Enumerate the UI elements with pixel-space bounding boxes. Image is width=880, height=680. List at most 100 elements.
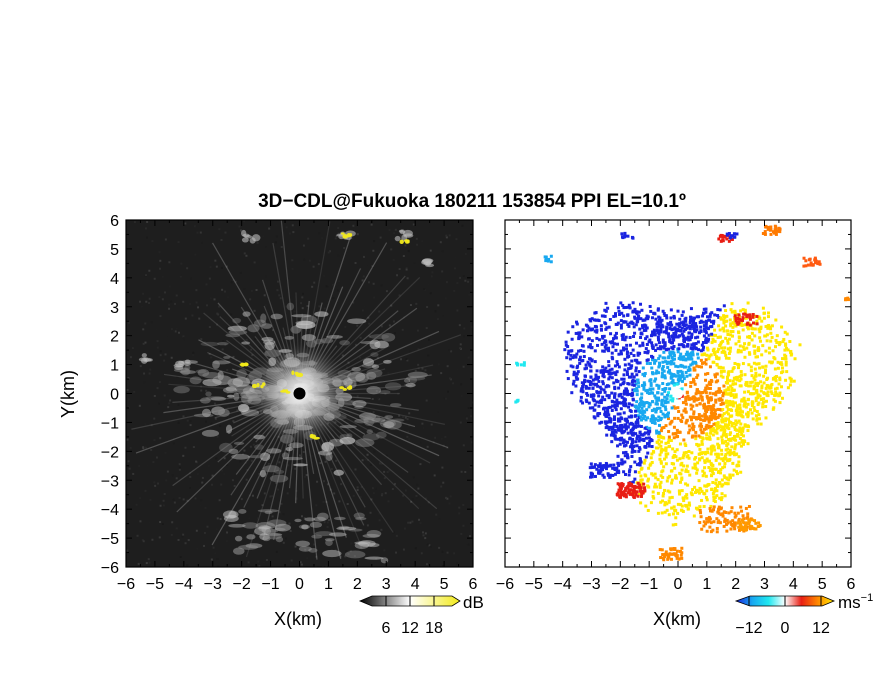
velocity-pixel (610, 408, 614, 412)
velocity-pixel (773, 376, 777, 380)
noise-pixel (287, 321, 290, 324)
velocity-pixel (630, 321, 634, 325)
velocity-pixel (661, 404, 665, 408)
velocity-pixel (667, 417, 671, 421)
velocity-pixel (619, 326, 623, 330)
velocity-pixel (631, 433, 635, 437)
velocity-pixel (724, 401, 728, 405)
velocity-pixel (659, 429, 663, 433)
noise-pixel (356, 324, 359, 327)
velocity-pixel (713, 415, 717, 419)
noise-pixel (220, 238, 223, 241)
velocity-pixel (658, 345, 662, 349)
velocity-patch-pixel (677, 557, 681, 561)
velocity-pixel (679, 418, 683, 422)
noise-pixel (178, 496, 181, 499)
velocity-pixel (709, 431, 713, 435)
velocity-pixel (659, 460, 663, 464)
velocity-patch-pixel (675, 549, 679, 553)
velocity-pixel (673, 476, 677, 480)
noise-pixel (227, 296, 230, 299)
velocity-pixel (669, 376, 673, 380)
velocity-patch-pixel (733, 527, 737, 531)
velocity-pixel (667, 513, 671, 517)
velocity-pixel (732, 376, 736, 380)
noise-pixel (137, 562, 140, 565)
velocity-pixel (615, 401, 619, 405)
velocity-pixel (713, 313, 717, 317)
velocity-pixel (639, 433, 643, 437)
velocity-pixel (640, 308, 644, 312)
velocity-pixel (712, 333, 716, 337)
noise-pixel (404, 416, 407, 419)
velocity-pixel (762, 381, 766, 385)
noise-pixel (359, 495, 362, 498)
velocity-pixel (652, 407, 656, 411)
velocity-pixel (586, 393, 590, 397)
velocity-pixel (656, 446, 660, 450)
velocity-pixel (630, 450, 634, 454)
velocity-pixel (616, 419, 620, 423)
noise-pixel (158, 267, 161, 270)
noise-pixel (194, 497, 197, 500)
noise-pixel (409, 521, 412, 524)
velocity-pixel (711, 492, 715, 496)
echo-cell (261, 323, 273, 329)
velocity-patch-pixel (643, 486, 647, 490)
velocity-pixel (728, 476, 732, 480)
velocity-pixel (681, 310, 685, 314)
velocity-pixel (596, 384, 600, 388)
velocity-pixel (754, 371, 758, 375)
velocity-pixel (640, 403, 644, 407)
noise-pixel (398, 268, 401, 271)
velocity-pixel (611, 404, 615, 408)
velocity-pixel (701, 469, 705, 473)
velocity-pixel (705, 436, 709, 440)
velocity-pixel (718, 335, 722, 339)
velocity-patch-pixel (843, 298, 847, 302)
velocity-pixel (654, 377, 658, 381)
velocity-pixel (665, 508, 669, 512)
velocity-pixel (766, 394, 770, 398)
velocity-pixel (655, 399, 659, 403)
velocity-patch-pixel (588, 475, 592, 479)
velocity-pixel (773, 367, 777, 371)
velocity-pixel (659, 409, 663, 413)
noise-pixel (427, 283, 430, 286)
velocity-pixel (591, 378, 595, 382)
noise-pixel (330, 291, 333, 294)
velocity-pixel (677, 489, 681, 493)
velocity-patch-pixel (628, 488, 632, 492)
velocity-pixel (732, 388, 736, 392)
velocity-pixel (633, 460, 637, 464)
velocity-pixel (657, 384, 661, 388)
velocity-pixel (717, 397, 721, 401)
noise-pixel (335, 498, 338, 501)
velocity-patch-pixel (741, 520, 745, 524)
velocity-patch-pixel (808, 257, 812, 261)
velocity-pixel (747, 335, 751, 339)
velocity-pixel (727, 337, 731, 341)
velocity-pixel (699, 329, 703, 333)
velocity-pixel (657, 398, 661, 402)
velocity-pixel (694, 346, 698, 350)
velocity-patch-pixel (621, 492, 625, 496)
velocity-pixel (729, 414, 733, 418)
velocity-pixel (703, 415, 707, 419)
velocity-pixel (598, 400, 602, 404)
velocity-pixel (650, 316, 654, 320)
velocity-pixel (653, 361, 657, 365)
velocity-pixel (630, 403, 634, 407)
velocity-pixel (684, 383, 688, 387)
velocity-pixel (662, 436, 666, 440)
noise-pixel (243, 361, 246, 364)
noise-pixel (378, 512, 381, 515)
velocity-pixel (614, 314, 618, 318)
velocity-pixel (704, 496, 708, 500)
velocity-pixel (717, 387, 721, 391)
velocity-pixel (631, 422, 635, 426)
velocity-patch-pixel (764, 225, 768, 229)
velocity-pixel (755, 355, 759, 359)
noise-pixel (246, 458, 249, 461)
velocity-patch-pixel (599, 464, 603, 468)
